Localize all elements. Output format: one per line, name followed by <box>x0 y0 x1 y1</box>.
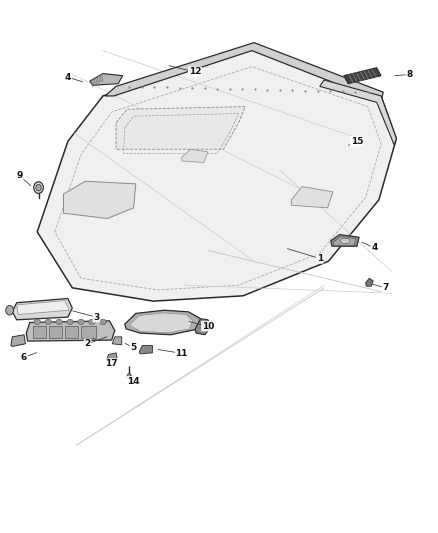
Text: 12: 12 <box>189 68 201 76</box>
Ellipse shape <box>45 319 51 325</box>
Text: 17: 17 <box>106 359 118 368</box>
Ellipse shape <box>36 184 41 191</box>
Polygon shape <box>291 187 333 208</box>
Text: 5: 5 <box>131 343 137 352</box>
Polygon shape <box>26 321 115 341</box>
Polygon shape <box>320 80 396 145</box>
Polygon shape <box>17 301 69 314</box>
Text: 8: 8 <box>406 70 413 79</box>
Polygon shape <box>81 326 96 338</box>
Polygon shape <box>331 235 359 246</box>
Polygon shape <box>90 74 123 85</box>
Text: 9: 9 <box>17 172 23 180</box>
Polygon shape <box>49 326 62 338</box>
Text: 4: 4 <box>371 244 378 252</box>
Ellipse shape <box>34 319 40 325</box>
Ellipse shape <box>88 319 95 325</box>
Ellipse shape <box>78 319 84 325</box>
Polygon shape <box>106 353 117 361</box>
Polygon shape <box>11 335 25 346</box>
Polygon shape <box>33 326 46 338</box>
Ellipse shape <box>127 374 131 379</box>
Polygon shape <box>344 68 381 84</box>
Text: 2: 2 <box>85 340 91 348</box>
Ellipse shape <box>34 182 43 193</box>
Text: 15: 15 <box>351 137 363 146</box>
Polygon shape <box>116 107 245 149</box>
Text: 4: 4 <box>65 73 71 82</box>
Text: 3: 3 <box>93 313 99 321</box>
Polygon shape <box>12 298 72 320</box>
Text: 10: 10 <box>202 322 214 330</box>
Polygon shape <box>112 337 122 345</box>
Polygon shape <box>105 43 383 101</box>
Text: 7: 7 <box>382 284 389 292</box>
Polygon shape <box>129 313 193 333</box>
Ellipse shape <box>340 238 350 244</box>
Polygon shape <box>139 345 152 354</box>
Polygon shape <box>37 48 396 301</box>
Ellipse shape <box>56 319 62 325</box>
Text: 6: 6 <box>21 353 27 361</box>
Text: 14: 14 <box>127 377 140 385</box>
Polygon shape <box>182 149 208 163</box>
Ellipse shape <box>67 319 73 325</box>
Ellipse shape <box>6 305 14 315</box>
Polygon shape <box>366 278 373 286</box>
Polygon shape <box>125 310 201 335</box>
Polygon shape <box>195 319 210 335</box>
Text: 1: 1 <box>317 254 323 263</box>
Text: 11: 11 <box>176 349 188 358</box>
Polygon shape <box>64 181 136 219</box>
Polygon shape <box>65 326 78 338</box>
Polygon shape <box>334 237 356 245</box>
Ellipse shape <box>99 319 106 325</box>
